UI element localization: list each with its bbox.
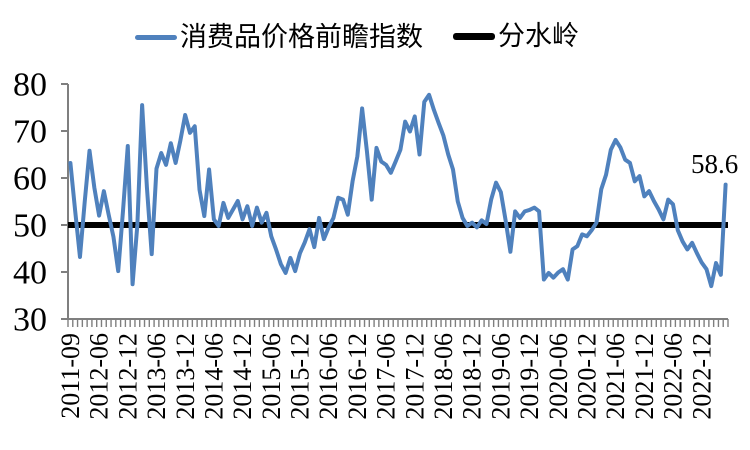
x-axis-label: 2011-09 (56, 333, 85, 419)
x-axis-label: 2020-12 (572, 333, 601, 420)
x-axis-label: 2018-06 (429, 333, 458, 420)
legend-item-series[interactable]: 消费品价格前瞻指数 (135, 24, 423, 51)
legend-item-reference[interactable]: 分水岭 (453, 23, 579, 50)
x-axis-label: 2017-12 (400, 333, 429, 420)
legend-series-label: 消费品价格前瞻指数 (180, 22, 423, 52)
y-axis-label: 50 (13, 208, 47, 245)
last-value-annotation: 58.6 (691, 149, 739, 179)
x-axis-label: 2019-06 (486, 333, 515, 420)
legend-reference-label: 分水岭 (498, 21, 579, 51)
y-axis-label: 80 (13, 67, 47, 104)
series-line (68, 92, 728, 289)
x-axis-label: 2021-06 (601, 333, 630, 420)
x-axis-label: 2019-12 (515, 333, 544, 420)
x-axis-label: 2013-12 (171, 333, 200, 420)
y-axis-label: 40 (13, 255, 47, 292)
x-axis-label: 2017-06 (372, 333, 401, 420)
x-axis-label: 2016-12 (343, 333, 372, 420)
x-axis-label: 2016-06 (314, 333, 343, 420)
x-axis-label: 2022-12 (687, 333, 716, 420)
x-axis-label: 2015-12 (286, 333, 315, 420)
x-axis-label: 2020-06 (544, 333, 573, 420)
x-axis-label: 2014-12 (228, 333, 257, 420)
y-axis-label: 70 (13, 114, 47, 151)
x-axis-label: 2012-12 (113, 333, 142, 420)
x-axis-label: 2012-06 (85, 333, 114, 420)
x-axis-label: 2021-12 (630, 333, 659, 420)
reference-line-swatch (453, 33, 495, 40)
x-axis-label: 2018-12 (458, 333, 487, 420)
x-axis-label: 2014-06 (199, 333, 228, 420)
x-axis-label: 2022-06 (659, 333, 688, 420)
x-axis-label: 2013-06 (142, 333, 171, 420)
x-axis-label: 2015-06 (257, 333, 286, 420)
series-line-swatch (135, 35, 177, 40)
y-axis-label: 60 (13, 161, 47, 198)
y-axis-label: 30 (13, 302, 47, 339)
